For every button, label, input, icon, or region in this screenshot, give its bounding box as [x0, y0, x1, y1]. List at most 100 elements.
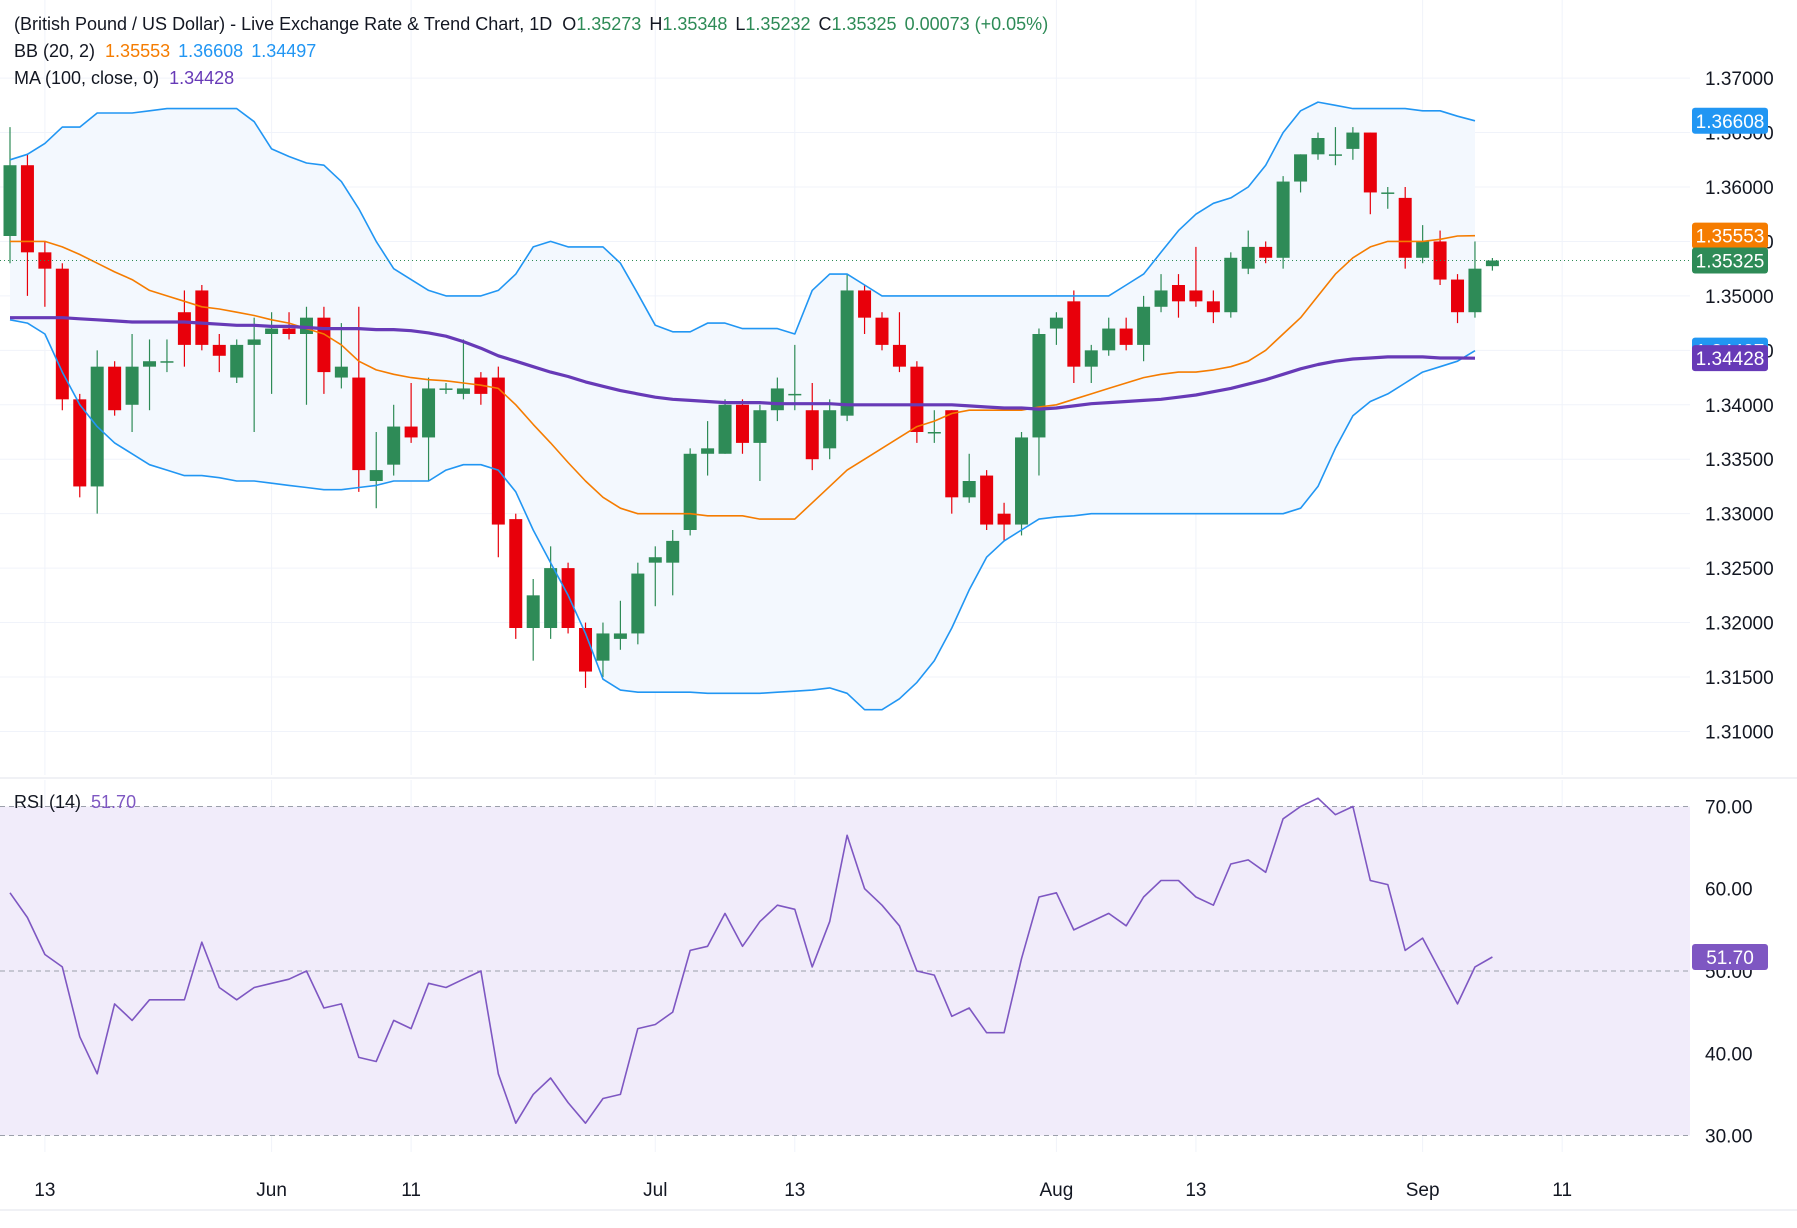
- bb-legend[interactable]: BB (20, 2) 1.35553 1.36608 1.34497: [14, 41, 324, 62]
- candle-body[interactable]: [735, 404, 749, 443]
- candle-body[interactable]: [526, 595, 540, 628]
- candle-body[interactable]: [579, 628, 593, 672]
- candle-body[interactable]: [387, 426, 401, 465]
- candle-body[interactable]: [910, 366, 924, 432]
- candle-body[interactable]: [317, 317, 331, 373]
- candle-body[interactable]: [945, 410, 959, 498]
- candle-body[interactable]: [1049, 317, 1063, 329]
- bb-label: BB (20, 2): [14, 41, 96, 61]
- candle-body[interactable]: [456, 388, 470, 394]
- candle-body[interactable]: [1416, 241, 1430, 258]
- candle-body[interactable]: [666, 540, 680, 563]
- candle-body[interactable]: [544, 568, 558, 628]
- candle-body[interactable]: [509, 519, 523, 628]
- candle-body[interactable]: [683, 453, 697, 530]
- candle-body[interactable]: [1154, 290, 1168, 307]
- ma-100-line[interactable]: [10, 316, 1476, 411]
- candle-body[interactable]: [980, 475, 994, 525]
- bb-basis-badge-text: 1.35553: [1696, 227, 1765, 248]
- candle-body[interactable]: [1171, 285, 1185, 302]
- candle-body[interactable]: [404, 426, 418, 438]
- candle-body[interactable]: [108, 366, 122, 411]
- candle-body[interactable]: [823, 410, 837, 449]
- candle-body[interactable]: [1224, 257, 1238, 313]
- ohlc-high-label: H: [649, 14, 663, 34]
- candle-body[interactable]: [701, 448, 715, 454]
- candle-body[interactable]: [1311, 138, 1325, 155]
- candle-body[interactable]: [177, 312, 191, 345]
- time-axis-label: 13: [784, 1180, 805, 1201]
- candle-body[interactable]: [334, 366, 348, 378]
- rsi-legend[interactable]: RSI (14) 51.70: [14, 792, 144, 813]
- candle-body[interactable]: [613, 633, 627, 639]
- candle-body[interactable]: [369, 470, 383, 481]
- candle-body[interactable]: [1346, 132, 1360, 149]
- candle-body[interactable]: [1067, 301, 1081, 367]
- candle-body[interactable]: [3, 165, 17, 236]
- candle-body[interactable]: [230, 344, 244, 378]
- candle-body[interactable]: [125, 366, 139, 405]
- candle-body[interactable]: [212, 344, 226, 356]
- rsi-badge-text: 51.70: [1706, 948, 1754, 969]
- candle-body[interactable]: [20, 165, 34, 253]
- candle-body[interactable]: [352, 377, 366, 471]
- candle-body[interactable]: [648, 557, 662, 563]
- candle-body[interactable]: [1485, 260, 1499, 267]
- candle-body[interactable]: [1259, 246, 1273, 258]
- candle-body[interactable]: [927, 432, 941, 434]
- candle-body[interactable]: [1102, 328, 1116, 351]
- candle-body[interactable]: [1119, 328, 1133, 345]
- candle-body[interactable]: [160, 361, 174, 363]
- candle-body[interactable]: [962, 481, 976, 498]
- candle-body[interactable]: [1451, 279, 1465, 313]
- candle-body[interactable]: [718, 404, 732, 454]
- price-axis-label: 1.34000: [1705, 396, 1774, 417]
- candle-body[interactable]: [439, 388, 453, 390]
- candle-body[interactable]: [143, 361, 157, 367]
- candle-body[interactable]: [247, 339, 261, 345]
- bb-lower-line[interactable]: [9, 319, 1476, 711]
- bb-basis-line[interactable]: [10, 234, 1476, 520]
- candle-body[interactable]: [1363, 132, 1377, 193]
- candle-body[interactable]: [1294, 154, 1308, 182]
- candle-body[interactable]: [997, 513, 1011, 525]
- candle-body[interactable]: [1381, 192, 1395, 194]
- candle-body[interactable]: [840, 290, 854, 416]
- candle-body[interactable]: [195, 290, 209, 345]
- chart-title: (British Pound / US Dollar) - Live Excha…: [14, 14, 553, 34]
- time-axis-label: Aug: [1039, 1180, 1073, 1201]
- candle-body[interactable]: [1328, 154, 1342, 156]
- candle-body[interactable]: [1137, 306, 1151, 345]
- candle-body[interactable]: [1398, 197, 1412, 258]
- candle-body[interactable]: [1468, 268, 1482, 313]
- ma-value: 1.34428: [169, 68, 235, 88]
- rsi-line[interactable]: [9, 797, 1493, 1124]
- candle-body[interactable]: [631, 573, 645, 634]
- price-axis-label: 1.35000: [1705, 287, 1774, 308]
- candle-body[interactable]: [1241, 246, 1255, 269]
- candle-body[interactable]: [1032, 334, 1046, 438]
- candle-body[interactable]: [1189, 290, 1203, 302]
- candle-body[interactable]: [282, 328, 296, 334]
- candle-body[interactable]: [561, 568, 575, 628]
- candle-body[interactable]: [875, 317, 889, 345]
- candle-body[interactable]: [1015, 437, 1029, 525]
- candle-body[interactable]: [805, 410, 819, 460]
- ma-legend[interactable]: MA (100, close, 0) 1.34428: [14, 68, 242, 89]
- candle-body[interactable]: [491, 377, 505, 525]
- candle-body[interactable]: [422, 388, 436, 438]
- candle-body[interactable]: [1276, 181, 1290, 258]
- candle-body[interactable]: [858, 290, 872, 318]
- candle-body[interactable]: [73, 399, 87, 487]
- candle-body[interactable]: [1084, 350, 1098, 367]
- candle-body[interactable]: [596, 633, 610, 661]
- candle-body[interactable]: [892, 344, 906, 367]
- bb-upper-line[interactable]: [9, 101, 1476, 335]
- candle-body[interactable]: [753, 410, 767, 443]
- candle-body[interactable]: [788, 393, 802, 396]
- candle-body[interactable]: [265, 328, 279, 334]
- price-axis-label: 1.31500: [1705, 668, 1774, 689]
- candle-body[interactable]: [1206, 301, 1220, 313]
- candle-body[interactable]: [770, 388, 784, 411]
